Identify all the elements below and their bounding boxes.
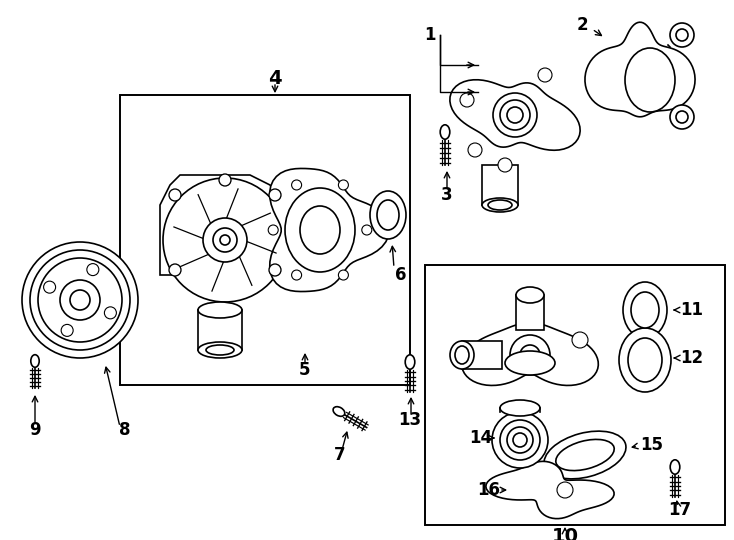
Text: 6: 6 (395, 266, 407, 284)
Text: 7: 7 (334, 446, 346, 464)
Ellipse shape (631, 292, 659, 328)
Text: 11: 11 (680, 301, 703, 319)
Bar (425, 265, 725, 525)
Ellipse shape (450, 341, 474, 369)
Text: 10: 10 (551, 528, 578, 540)
Ellipse shape (510, 335, 550, 375)
Ellipse shape (670, 23, 694, 47)
Text: 15: 15 (640, 436, 663, 454)
Text: 9: 9 (29, 421, 41, 439)
Ellipse shape (22, 242, 138, 358)
Text: 5: 5 (299, 361, 310, 379)
Ellipse shape (338, 180, 349, 190)
Ellipse shape (493, 93, 537, 137)
Polygon shape (160, 175, 290, 275)
Ellipse shape (625, 48, 675, 112)
Ellipse shape (377, 200, 399, 230)
Ellipse shape (291, 180, 302, 190)
Ellipse shape (538, 68, 552, 82)
Bar (482, 165, 518, 205)
Text: 3: 3 (441, 186, 453, 204)
Ellipse shape (38, 258, 122, 342)
Ellipse shape (498, 158, 512, 172)
Ellipse shape (405, 355, 415, 369)
Ellipse shape (43, 281, 56, 293)
Ellipse shape (557, 482, 573, 498)
Ellipse shape (198, 302, 242, 318)
Ellipse shape (492, 412, 548, 468)
Ellipse shape (206, 345, 234, 355)
Bar (120, 95, 410, 385)
Ellipse shape (516, 287, 544, 303)
Ellipse shape (500, 420, 540, 460)
Ellipse shape (488, 200, 512, 210)
Ellipse shape (169, 264, 181, 276)
Ellipse shape (219, 174, 231, 186)
Polygon shape (269, 168, 389, 292)
Ellipse shape (169, 189, 181, 201)
Ellipse shape (300, 206, 340, 254)
Ellipse shape (676, 29, 688, 41)
Text: 8: 8 (119, 421, 131, 439)
Ellipse shape (507, 427, 533, 453)
Ellipse shape (213, 228, 237, 252)
Ellipse shape (619, 328, 671, 392)
Polygon shape (462, 323, 598, 386)
Text: 4: 4 (268, 69, 282, 87)
Text: 16: 16 (477, 481, 500, 499)
Ellipse shape (285, 188, 355, 272)
Ellipse shape (30, 250, 130, 350)
Ellipse shape (544, 431, 626, 479)
Bar (516, 295, 544, 330)
Ellipse shape (268, 225, 278, 235)
Ellipse shape (500, 400, 540, 416)
Ellipse shape (220, 235, 230, 245)
Polygon shape (450, 80, 580, 150)
Ellipse shape (440, 125, 450, 139)
Ellipse shape (505, 351, 555, 375)
Ellipse shape (362, 225, 372, 235)
Ellipse shape (203, 218, 247, 262)
Text: 17: 17 (669, 501, 691, 519)
Ellipse shape (556, 440, 614, 470)
Polygon shape (585, 22, 695, 117)
Ellipse shape (269, 189, 281, 201)
Text: 1: 1 (424, 26, 436, 44)
Ellipse shape (31, 355, 39, 367)
Ellipse shape (670, 105, 694, 129)
Ellipse shape (370, 191, 406, 239)
Ellipse shape (60, 280, 100, 320)
Ellipse shape (87, 264, 99, 275)
Ellipse shape (500, 100, 530, 130)
Ellipse shape (482, 198, 518, 212)
Ellipse shape (623, 282, 667, 338)
Ellipse shape (520, 345, 540, 365)
Ellipse shape (507, 107, 523, 123)
Text: 14: 14 (469, 429, 492, 447)
Ellipse shape (572, 332, 588, 348)
Ellipse shape (70, 290, 90, 310)
Ellipse shape (338, 270, 349, 280)
Text: 12: 12 (680, 349, 703, 367)
Ellipse shape (468, 143, 482, 157)
Ellipse shape (670, 460, 680, 474)
Ellipse shape (104, 307, 117, 319)
Polygon shape (486, 461, 614, 518)
Ellipse shape (61, 325, 73, 336)
Ellipse shape (291, 270, 302, 280)
Text: 2: 2 (576, 16, 588, 34)
Ellipse shape (198, 342, 242, 358)
Ellipse shape (455, 346, 469, 364)
Bar (462, 341, 502, 369)
Ellipse shape (513, 433, 527, 447)
Ellipse shape (628, 338, 662, 382)
Text: 13: 13 (399, 411, 421, 429)
Ellipse shape (269, 264, 281, 276)
Ellipse shape (676, 111, 688, 123)
Ellipse shape (333, 407, 345, 416)
Ellipse shape (460, 93, 474, 107)
Ellipse shape (163, 178, 287, 302)
